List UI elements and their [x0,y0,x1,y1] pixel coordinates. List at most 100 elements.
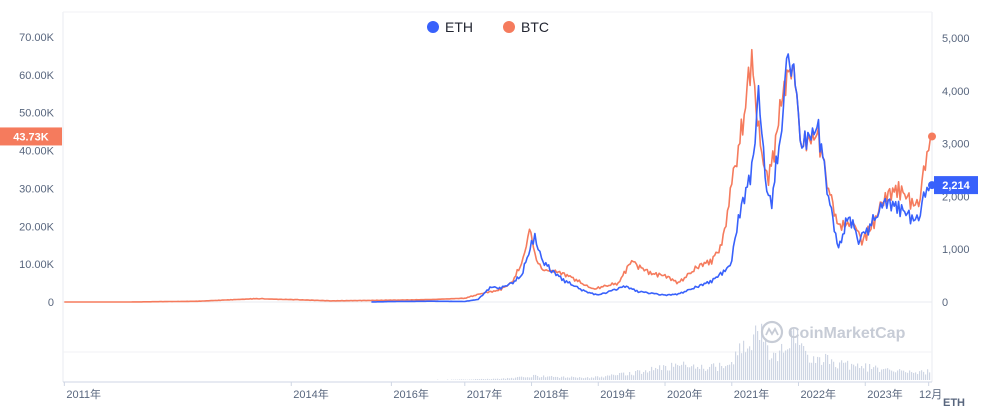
volume-bar [717,370,719,380]
volume-bar [631,374,633,380]
volume-bar [701,364,703,380]
volume-bar [855,366,857,380]
volume-bar [751,350,753,380]
legend: ETH BTC [427,19,549,35]
volume-bar [623,372,625,380]
volume-bar [519,376,521,380]
volume-bar [523,377,525,380]
volume-bar [795,343,797,380]
volume-bar [639,370,641,380]
volume-bar [873,367,875,380]
volume-bar [637,370,639,380]
series-end-dot-btc [928,132,936,141]
volume-bar [489,379,491,380]
y-right-unit-label: ETH [943,397,965,409]
volume-bar [649,371,651,380]
legend-dot-btc [503,21,515,33]
volume-bar [695,368,697,380]
volume-bar [703,368,705,380]
volume-bar [607,375,609,380]
volume-bar [661,369,663,380]
volume-bar [557,376,559,380]
volume-bar [893,371,895,380]
volume-bar [689,367,691,380]
volume-bar [563,376,565,380]
volume-bar [693,364,695,380]
y-right-tick-label: 2,000 [942,191,970,203]
x-tick-label: 2011年 [66,387,101,401]
volume-bar [881,369,883,380]
volume-bar [859,367,861,380]
volume-bar [501,378,503,380]
volume-bar [849,369,851,380]
volume-bar [711,364,713,380]
volume-bar [691,366,693,380]
volume-bar [603,377,605,380]
y-left-tick-label: 10.00K [19,259,55,271]
volume-bar [781,343,783,380]
y-right-tick-label: 1,000 [942,244,970,256]
volume-bar [911,372,913,380]
series-line-eth [371,53,933,303]
volume-bar [655,367,657,380]
legend-label-eth: ETH [445,19,473,35]
volume-bar [599,377,601,380]
volume-bar [887,368,889,380]
volume-bar [463,379,465,380]
volume-bar [589,378,591,380]
y-left-tick-label: 30.00K [19,183,55,195]
volume-bar [613,374,615,380]
volume-bar [527,377,529,380]
volume-bar [535,374,537,380]
volume-bar [929,372,931,380]
volume-bar [483,379,485,380]
volume-bar [787,349,789,380]
volume-bar [789,348,791,380]
volume-bar [579,377,581,380]
volume-bar [713,363,715,380]
volume-bar [759,340,761,380]
volume-bar [861,366,863,380]
volume-bar [667,370,669,380]
y-left-tick-label: 50.00K [19,108,55,120]
volume-bar [577,377,579,380]
volume-bar [925,374,927,380]
volume-bar [841,360,843,380]
volume-bar [491,379,493,380]
volume-bar [597,376,599,380]
volume-bar [575,377,577,380]
volume-bar [901,370,903,380]
volume-bar [871,369,873,380]
volume-bar [635,371,637,380]
volume-bar [541,376,543,380]
volume-bar [905,372,907,380]
volume-bar [669,370,671,380]
volume-bar [537,376,539,380]
volume-bar [609,375,611,380]
volume-bar [769,359,771,380]
volume-bar [605,376,607,380]
volume-bar [779,350,781,380]
volume-bar [851,363,853,380]
y-left-tick-label: 70.00K [19,32,55,44]
y-left-tick-label: 60.00K [19,70,55,82]
volume-bar [583,378,585,380]
volume-bar [477,379,479,380]
series-line-btc [64,48,933,303]
volume-bar [697,366,699,380]
x-tick-label: 2019年 [600,387,635,401]
volume-bar [511,377,513,380]
y-right-tick-label: 3,000 [942,139,970,151]
volume-bar [461,379,463,380]
volume-bar [723,368,725,380]
volume-bar [775,352,777,380]
volume-bar [459,379,461,380]
volume-bar [837,368,839,380]
x-tick-label: 2018年 [534,387,569,401]
volume-bar [469,379,471,380]
volume-bar [891,370,893,380]
volume-bar [487,378,489,380]
volume-bar [499,379,501,380]
